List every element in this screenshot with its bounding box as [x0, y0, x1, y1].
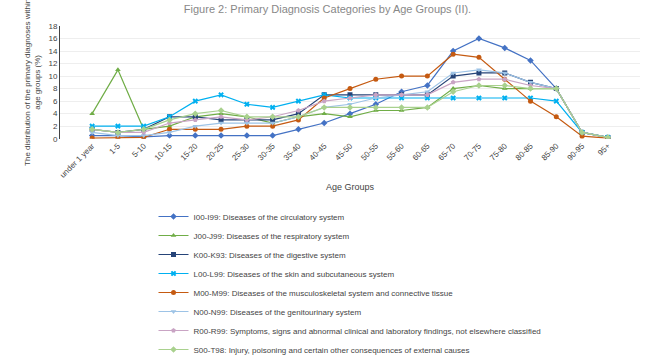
svg-text:12: 12 — [48, 59, 57, 68]
svg-text:0: 0 — [53, 134, 58, 143]
svg-text:75-80: 75-80 — [488, 141, 509, 162]
svg-text:S00-T98: Injury, poisoning and: S00-T98: Injury, poisoning and certain o… — [194, 346, 470, 355]
svg-text:Age Groups: Age Groups — [326, 182, 375, 192]
svg-text:50-55: 50-55 — [359, 141, 380, 162]
svg-text:6: 6 — [53, 97, 58, 106]
svg-text:30-35: 30-35 — [256, 141, 277, 162]
svg-text:45-50: 45-50 — [333, 141, 354, 162]
svg-text:25-30: 25-30 — [230, 141, 251, 162]
svg-text:J00-J99: Diseases of the respi: J00-J99: Diseases of the respiratory sys… — [194, 232, 350, 241]
svg-text:The distribution of the primar: The distribution of the primary diagnose… — [23, 0, 42, 166]
svg-text:N00-N99: Diseases of the genit: N00-N99: Diseases of the genitourinary s… — [194, 308, 362, 317]
svg-text:under 1 year: under 1 year — [58, 141, 96, 179]
svg-text:65-70: 65-70 — [437, 141, 458, 162]
svg-text:K00-K93: Diseases of the diges: K00-K93: Diseases of the digestive syste… — [194, 251, 346, 260]
svg-text:70-75: 70-75 — [462, 141, 483, 162]
svg-text:10: 10 — [48, 72, 57, 81]
svg-text:80-85: 80-85 — [514, 141, 535, 162]
svg-text:18: 18 — [48, 22, 57, 31]
svg-text:1-5: 1-5 — [108, 141, 123, 156]
svg-text:20-25: 20-25 — [204, 141, 225, 162]
svg-text:90-95: 90-95 — [565, 141, 586, 162]
svg-text:85-90: 85-90 — [540, 141, 561, 162]
svg-text:10-15: 10-15 — [153, 141, 174, 162]
svg-text:60-65: 60-65 — [411, 141, 432, 162]
svg-text:16: 16 — [48, 34, 57, 43]
svg-text:4: 4 — [53, 109, 58, 118]
svg-text:Figure 2: Primary Diagnosis Ca: Figure 2: Primary Diagnosis Categories b… — [184, 3, 471, 15]
svg-text:35-40: 35-40 — [282, 141, 303, 162]
svg-text:40-45: 40-45 — [308, 141, 329, 162]
svg-text:55-60: 55-60 — [385, 141, 406, 162]
svg-text:15-20: 15-20 — [179, 141, 200, 162]
svg-text:R00-R99: Symptoms, signs and a: R00-R99: Symptoms, signs and abnormal cl… — [194, 327, 541, 336]
svg-text:95+: 95+ — [596, 141, 612, 157]
svg-text:5-10: 5-10 — [130, 141, 148, 159]
svg-text:M00-M99: Diseases of the muscu: M00-M99: Diseases of the musculoskeletal… — [194, 289, 454, 298]
svg-text:L00-L99: Diseases of the skin: L00-L99: Diseases of the skin and subcut… — [194, 270, 395, 279]
svg-text:2: 2 — [53, 122, 58, 131]
svg-text:I00-I99: Diseases of the circu: I00-I99: Diseases of the circulatory sys… — [194, 213, 345, 222]
svg-text:14: 14 — [48, 47, 57, 56]
svg-text:8: 8 — [53, 84, 58, 93]
